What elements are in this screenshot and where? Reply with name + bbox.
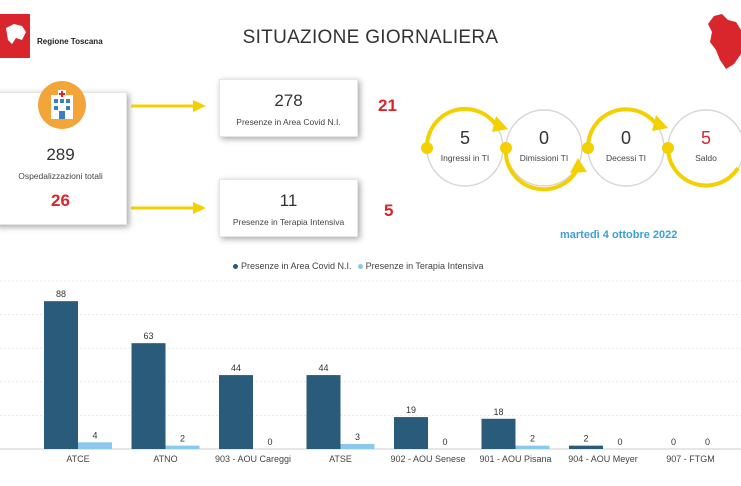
bar-value-label: 4 xyxy=(92,430,97,440)
bar-value-label: 2 xyxy=(530,434,535,444)
bar xyxy=(306,375,341,449)
bar-value-label: 0 xyxy=(267,437,272,447)
bar xyxy=(165,445,200,449)
bar xyxy=(44,301,78,449)
flow-decessi-label: Decessi TI xyxy=(606,153,646,163)
intensive-care-card: 11 Presenze in Terapia Intensiva xyxy=(219,179,358,237)
bar-value-label: 0 xyxy=(442,437,447,447)
intensive-care-label: Presenze in Terapia Intensiva xyxy=(232,217,345,227)
arrow-to-covid-icon xyxy=(131,100,206,112)
arrow-to-ti-icon xyxy=(131,202,206,214)
covid-area-delta: 21 xyxy=(378,96,397,115)
ti-flow-diagram xyxy=(421,106,741,192)
bar-value-label: 19 xyxy=(406,405,416,415)
legend-dot-ti xyxy=(357,264,363,270)
legend-dot-covid xyxy=(233,264,238,270)
flow-saldo-value: 5 xyxy=(700,128,711,148)
x-tick-label: 902 - AOU Senese xyxy=(390,454,465,464)
flow-ingressi-value: 5 xyxy=(459,128,470,148)
hospitalizations-card: 289 Ospedalizzazioni totali 26 xyxy=(0,81,127,225)
x-tick-label: 904 - AOU Meyer xyxy=(568,454,638,464)
bar-value-label: 18 xyxy=(493,407,503,417)
bar xyxy=(78,442,112,449)
flow-saldo-label: Saldo xyxy=(695,153,717,163)
page-title: SITUAZIONE GIORNALIERA xyxy=(242,27,499,48)
regione-toscana-logo xyxy=(0,14,30,58)
bar-value-label: 88 xyxy=(56,289,66,299)
intensive-care-value: 11 xyxy=(279,191,298,210)
x-tick-label: 907 - FTGM xyxy=(666,454,715,464)
covid-area-value: 278 xyxy=(274,91,303,110)
legend-item-covid: Presenze in Area Covid N.I. xyxy=(233,261,352,271)
bar xyxy=(340,443,375,449)
total-hospitalizations-label: Ospedalizzazioni totali xyxy=(18,171,103,181)
x-tick-label: 901 - AOU Pisana xyxy=(479,454,551,464)
bar xyxy=(219,375,253,449)
report-date: martedì 4 ottobre 2022 xyxy=(560,229,678,241)
hospital-icon xyxy=(38,81,86,134)
legend-label-ti: Presenze in Terapia Intensiva xyxy=(365,261,484,271)
x-tick-label: ATSE xyxy=(329,454,352,464)
bar-value-label: 44 xyxy=(318,363,328,373)
bar-value-label: 44 xyxy=(231,363,241,373)
bar-value-label: 0 xyxy=(705,437,710,447)
flow-ingressi-label: Ingressi in TI xyxy=(440,153,490,163)
bar xyxy=(515,445,550,449)
x-tick-label: 903 - AOU Careggi xyxy=(215,454,291,464)
flow-decessi-value: 0 xyxy=(620,128,631,148)
x-tick-label: ATNO xyxy=(153,454,177,464)
bar-value-label: 2 xyxy=(180,434,185,444)
x-tick-label: ATCE xyxy=(66,454,89,464)
bar-value-label: 2 xyxy=(583,434,588,444)
legend-label-covid: Presenze in Area Covid N.I. xyxy=(241,261,352,271)
total-hospitalizations-value: 289 xyxy=(46,145,75,164)
bar xyxy=(394,417,428,449)
tuscany-map-icon xyxy=(706,14,741,74)
total-hospitalizations-delta: 26 xyxy=(51,191,70,210)
bar-value-label: 0 xyxy=(671,437,676,447)
flow-dimissioni-label: Dimissioni TI xyxy=(519,153,569,163)
legend-item-ti: Presenze in Terapia Intensiva xyxy=(357,261,484,271)
bar-value-label: 0 xyxy=(617,437,622,447)
flow-dimissioni-value: 0 xyxy=(538,128,549,148)
bar xyxy=(481,418,516,449)
bar xyxy=(131,343,166,449)
bar xyxy=(569,445,603,449)
bar-value-label: 3 xyxy=(355,432,360,442)
covid-area-label: Presenze in Area Covid N.I. xyxy=(236,117,341,127)
covid-area-card: 278 Presenze in Area Covid N.I. xyxy=(219,79,358,137)
chart-legend: Presenze in Area Covid N.I. Presenze in … xyxy=(233,261,483,271)
org-name: Regione Toscana xyxy=(37,37,103,46)
bar-value-label: 63 xyxy=(143,331,153,341)
intensive-care-delta: 5 xyxy=(384,201,394,220)
